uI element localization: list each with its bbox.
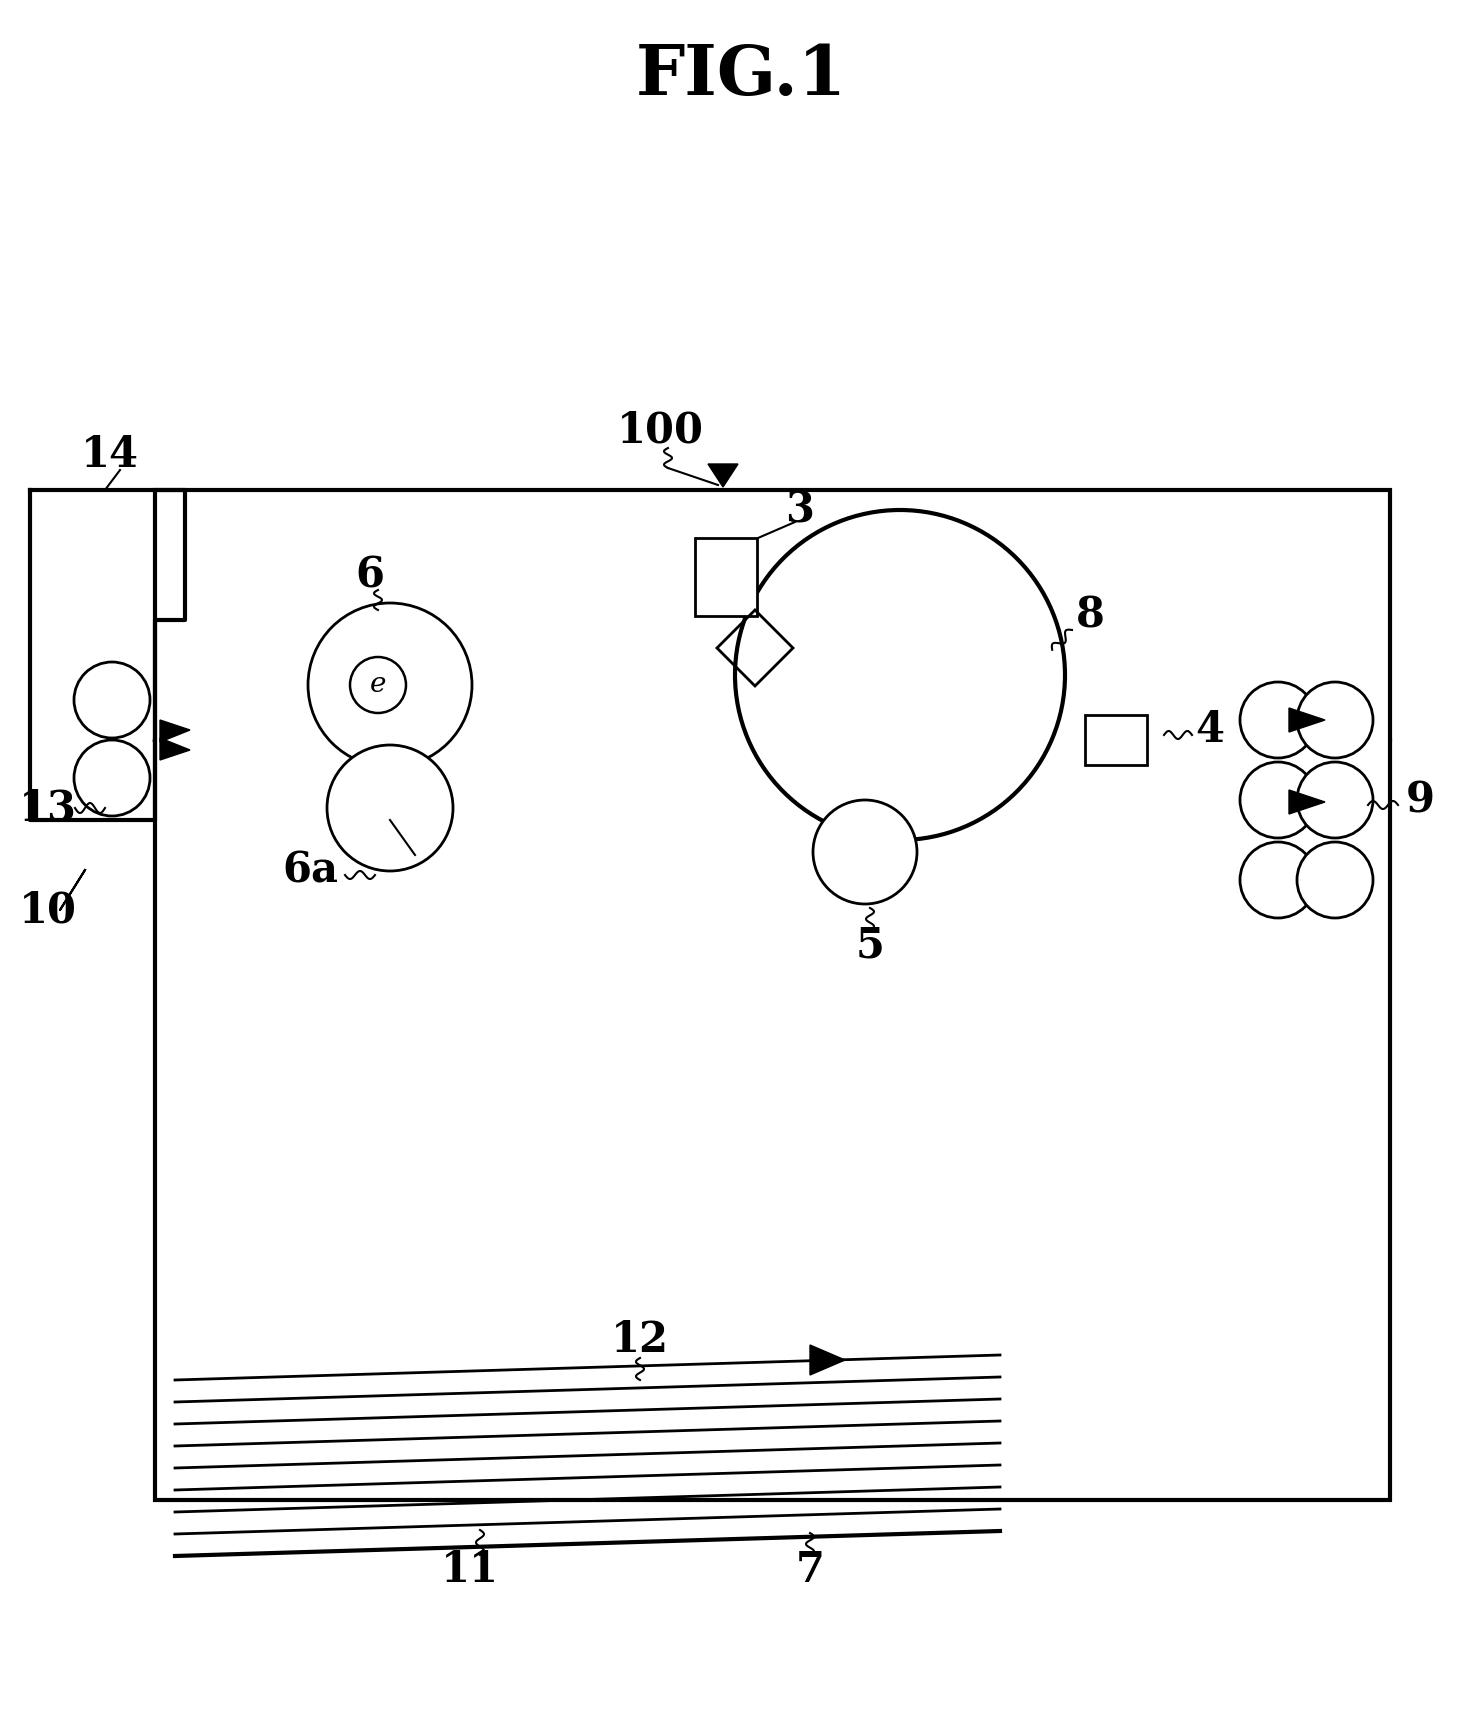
Text: 6: 6	[356, 554, 384, 596]
Circle shape	[1298, 763, 1373, 838]
Text: 10: 10	[19, 890, 77, 931]
Circle shape	[1240, 763, 1315, 838]
Circle shape	[1298, 682, 1373, 758]
Text: 14: 14	[82, 434, 139, 476]
Polygon shape	[810, 1345, 845, 1375]
Text: 11: 11	[440, 1549, 498, 1591]
Text: 9: 9	[1406, 778, 1434, 821]
Circle shape	[1298, 842, 1373, 919]
Text: 6a: 6a	[282, 848, 338, 891]
Bar	[156, 490, 1390, 1500]
Polygon shape	[160, 720, 190, 742]
Text: 12: 12	[611, 1320, 669, 1361]
Polygon shape	[707, 464, 739, 487]
Polygon shape	[160, 739, 190, 759]
Bar	[696, 538, 756, 615]
Text: 2: 2	[400, 824, 430, 866]
Text: 13: 13	[19, 787, 77, 830]
Circle shape	[1240, 682, 1315, 758]
Circle shape	[308, 603, 472, 766]
Circle shape	[813, 800, 916, 903]
Text: 4: 4	[1195, 710, 1225, 751]
Text: 3: 3	[786, 488, 814, 531]
Text: 7: 7	[795, 1549, 825, 1591]
Circle shape	[1240, 842, 1315, 919]
Text: 100: 100	[617, 410, 703, 451]
Bar	[1086, 715, 1146, 764]
Circle shape	[326, 746, 452, 871]
Bar	[260, 605, 529, 900]
Circle shape	[74, 740, 150, 816]
Polygon shape	[1289, 790, 1324, 814]
Text: FIG.1: FIG.1	[636, 41, 847, 108]
Circle shape	[736, 511, 1065, 840]
Text: 8: 8	[1075, 595, 1105, 636]
Circle shape	[74, 662, 150, 739]
Circle shape	[350, 656, 406, 713]
Text: e: e	[369, 672, 386, 699]
Text: 5: 5	[856, 924, 884, 967]
Polygon shape	[1289, 708, 1324, 732]
